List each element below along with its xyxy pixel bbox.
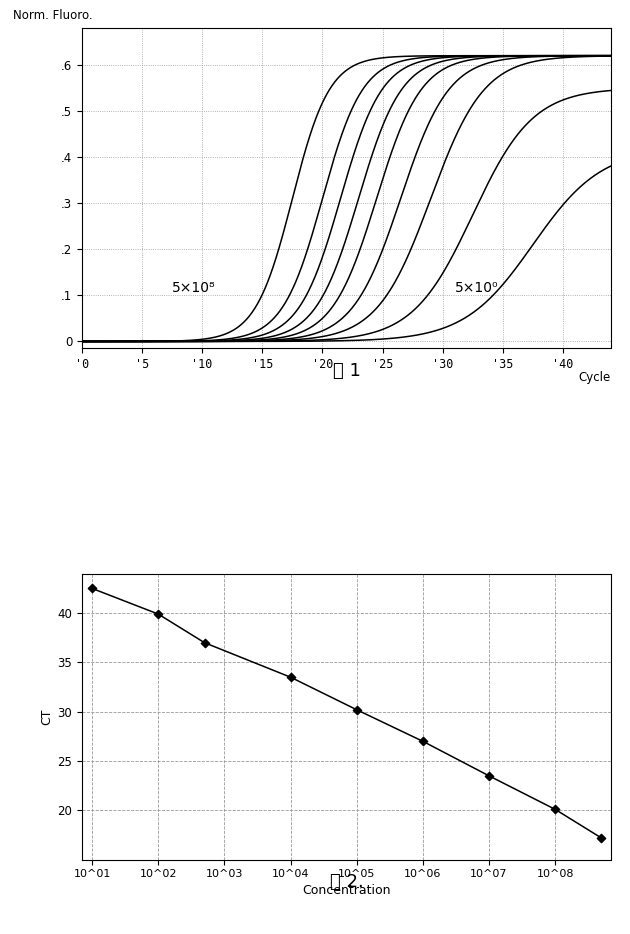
Text: 5×10⁸: 5×10⁸ [172, 281, 215, 295]
Y-axis label: CT: CT [40, 708, 53, 725]
X-axis label: Concentration: Concentration [302, 884, 391, 897]
Text: 图 1: 图 1 [333, 362, 360, 380]
Text: Norm. Fluoro.: Norm. Fluoro. [13, 8, 93, 21]
Text: Cycle: Cycle [579, 371, 611, 384]
Point [550, 802, 560, 817]
Point [484, 769, 494, 784]
Point [200, 635, 210, 650]
Point [87, 581, 97, 596]
Point [418, 734, 428, 749]
Point [597, 830, 607, 845]
Text: 图 2.: 图 2. [329, 873, 364, 891]
Point [285, 670, 295, 685]
Text: 5×10⁰: 5×10⁰ [455, 281, 498, 295]
Point [153, 606, 163, 621]
Point [352, 702, 362, 717]
